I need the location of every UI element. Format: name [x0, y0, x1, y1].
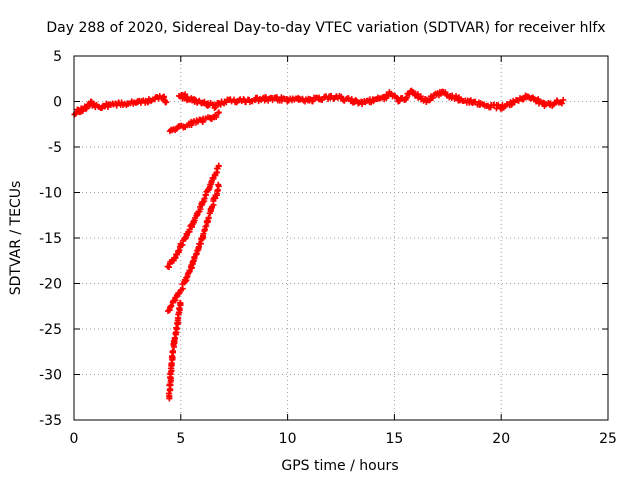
- data-point: [328, 92, 335, 99]
- data-point: [309, 98, 316, 105]
- data-point: [214, 186, 221, 193]
- data-point: [213, 114, 220, 121]
- data-point: [201, 98, 208, 105]
- y-tick-label: 5: [53, 49, 62, 65]
- series-short-segment: [175, 91, 196, 104]
- grid: [74, 56, 608, 420]
- data-point: [359, 101, 366, 108]
- x-tick-label: 5: [176, 431, 185, 447]
- data-point: [166, 264, 173, 271]
- data-point: [189, 97, 196, 104]
- data-point: [215, 109, 222, 116]
- y-tick-label: -35: [39, 413, 62, 429]
- data-point: [403, 94, 410, 101]
- data-point: [201, 195, 208, 202]
- data-point: [179, 241, 186, 248]
- y-tick-label: -25: [39, 322, 62, 338]
- data-point: [83, 105, 90, 112]
- series-steep-lower-line: [164, 181, 222, 315]
- y-tick-label: 0: [53, 95, 62, 111]
- y-axis-title: SDTVAR / TECUs: [8, 181, 24, 296]
- data-point: [177, 300, 184, 307]
- data-point: [212, 104, 219, 111]
- y-tick-label: -15: [39, 231, 62, 247]
- series-deep-tail: [165, 299, 184, 402]
- data-point: [205, 214, 212, 221]
- data-point: [519, 96, 526, 103]
- data-point: [208, 179, 215, 186]
- data-point: [169, 348, 176, 355]
- data-point: [168, 302, 175, 309]
- series-steep-upper-line: [164, 162, 222, 271]
- series-lower-rising-band: [166, 109, 222, 135]
- data-point: [207, 208, 214, 215]
- x-tick-label: 15: [385, 431, 403, 447]
- data-point: [402, 95, 409, 102]
- data-point: [560, 96, 567, 103]
- x-tick-label: 10: [279, 431, 297, 447]
- data-point: [215, 183, 222, 190]
- x-tick-label: 0: [70, 431, 79, 447]
- x-axis-title: GPS time / hours: [281, 458, 398, 474]
- data-point: [558, 100, 565, 107]
- data-point: [348, 96, 355, 103]
- data-point: [186, 268, 193, 275]
- x-tick-label: 20: [492, 431, 510, 447]
- x-tick-label: 25: [599, 431, 617, 447]
- data-point: [183, 232, 190, 239]
- plot-area: [71, 87, 567, 402]
- y-tick-label: -10: [39, 186, 62, 202]
- data-point: [352, 96, 359, 103]
- data-point: [197, 206, 204, 213]
- data-point: [200, 230, 207, 237]
- chart-title: Day 288 of 2020, Sidereal Day-to-day VTE…: [46, 20, 605, 36]
- data-point: [233, 98, 240, 105]
- y-tick-label: -30: [39, 368, 62, 384]
- data-point: [520, 95, 527, 102]
- data-point: [215, 162, 222, 169]
- y-tick-label: -20: [39, 277, 62, 293]
- y-tick-label: -5: [48, 140, 62, 156]
- data-point: [426, 97, 433, 104]
- data-point: [217, 101, 224, 108]
- series-main-band: [71, 92, 170, 118]
- plot-frame: [73, 55, 609, 421]
- data-point: [163, 99, 170, 106]
